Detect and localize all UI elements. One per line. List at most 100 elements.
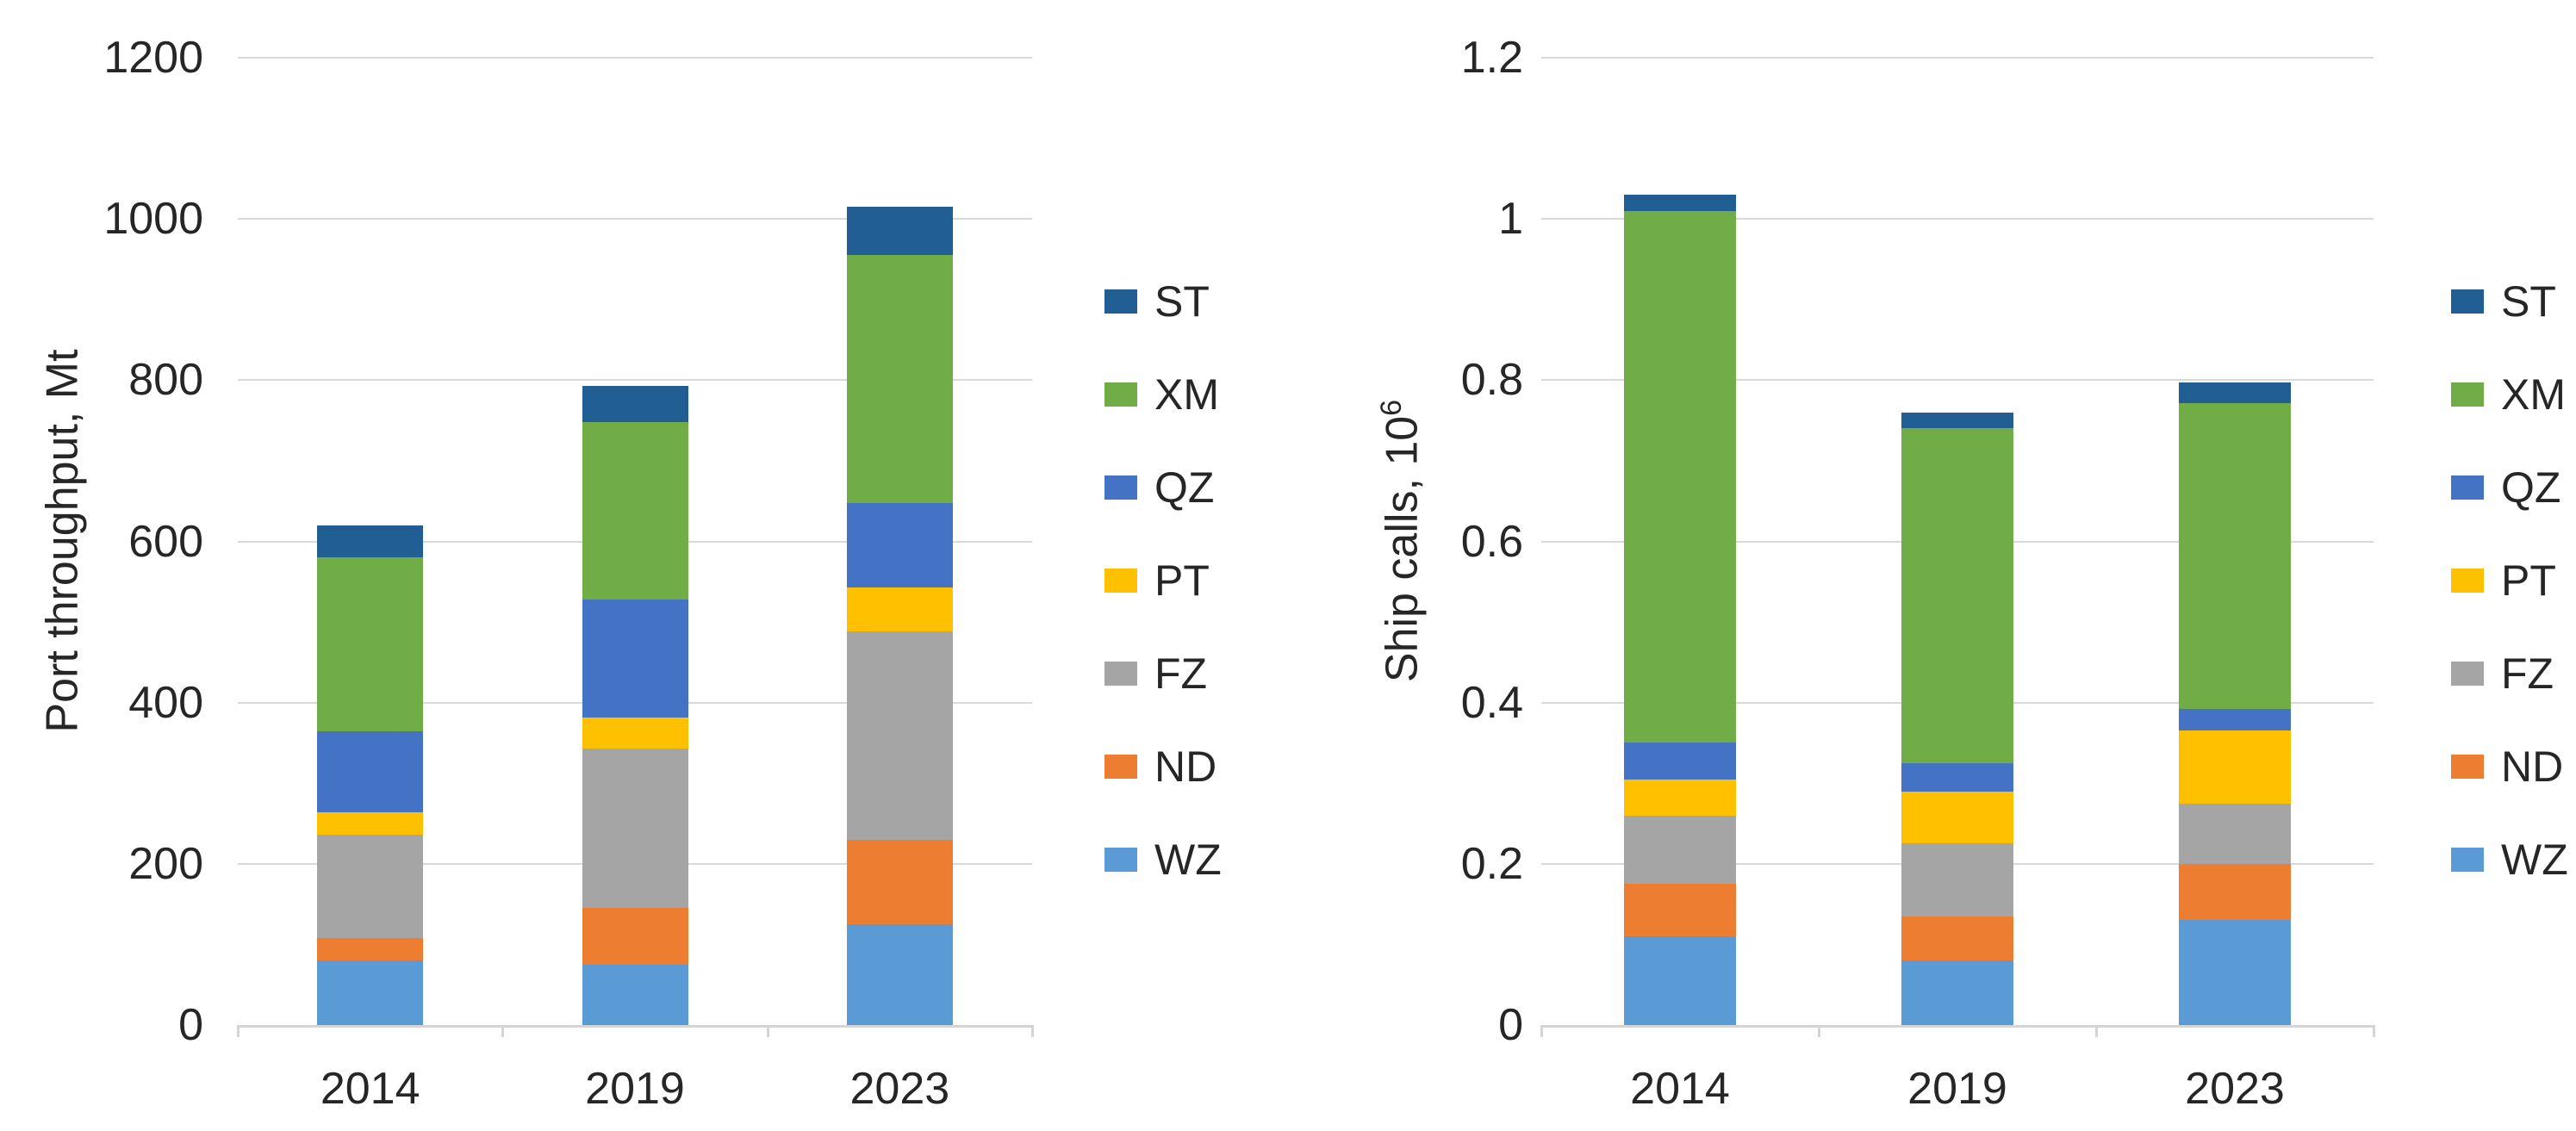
y-tick-label: 0.2 bbox=[1460, 838, 1523, 889]
bar-segment-XM-2019 bbox=[1901, 428, 2013, 763]
bar-segment-XM-2014 bbox=[317, 557, 424, 732]
bar-segment-ST-2023 bbox=[846, 207, 953, 256]
bar-segment-FZ-2014 bbox=[317, 835, 424, 938]
legend-item-ND: ND bbox=[2451, 743, 2563, 790]
legend-label-PT: PT bbox=[1154, 556, 1210, 605]
legend-swatch-WZ bbox=[1104, 848, 1137, 872]
bar-segment-ND-2019 bbox=[582, 908, 688, 965]
bar-segment-XM-2023 bbox=[2179, 402, 2291, 710]
legend-swatch-QZ bbox=[2451, 475, 2484, 500]
legend-swatch-ST bbox=[2451, 289, 2484, 314]
legend-swatch-FZ bbox=[1104, 662, 1137, 686]
x-category-label-2023: 2023 bbox=[849, 1064, 950, 1114]
x-axis-tick bbox=[2095, 1025, 2098, 1037]
legend-label-QZ: QZ bbox=[1154, 463, 1215, 512]
bar-segment-WZ-2019 bbox=[582, 964, 688, 1025]
legend-label-WZ: WZ bbox=[2501, 836, 2568, 884]
legend-item-XM: XM bbox=[2451, 371, 2566, 418]
bar-segment-QZ-2023 bbox=[2179, 709, 2291, 731]
bar-segment-FZ-2023 bbox=[2179, 803, 2291, 864]
y-tick-label: 0 bbox=[178, 1000, 203, 1050]
bar-segment-ND-2019 bbox=[1901, 916, 2013, 961]
gridline bbox=[1541, 379, 2374, 382]
bar-segment-PT-2014 bbox=[317, 811, 424, 836]
x-axis-line bbox=[1541, 1025, 2374, 1028]
legend-swatch-PT bbox=[1104, 569, 1137, 593]
bar-segment-PT-2023 bbox=[846, 587, 953, 632]
legend-swatch-ND bbox=[1104, 755, 1137, 779]
y-tick-label: 1200 bbox=[103, 33, 203, 83]
legend-label-ND: ND bbox=[2501, 743, 2564, 791]
x-axis-tick bbox=[1540, 1025, 1543, 1037]
bar-segment-FZ-2023 bbox=[846, 631, 953, 840]
bar-segment-ND-2023 bbox=[2179, 863, 2291, 921]
x-axis-tick bbox=[501, 1025, 505, 1037]
bar-segment-WZ-2023 bbox=[846, 924, 953, 1025]
bar-segment-ST-2019 bbox=[1901, 412, 2013, 429]
bar-segment-XM-2023 bbox=[846, 255, 953, 503]
legend-item-QZ: QZ bbox=[2451, 464, 2560, 511]
x-axis-tick bbox=[2373, 1025, 2375, 1037]
gridline bbox=[1541, 218, 2374, 221]
y-tick-label: 200 bbox=[128, 838, 203, 889]
x-category-label-2014: 2014 bbox=[320, 1064, 420, 1114]
legend-swatch-ND bbox=[2451, 755, 2484, 779]
x-axis-tick bbox=[237, 1025, 240, 1037]
x-axis-tick bbox=[1818, 1025, 1820, 1037]
bar-segment-WZ-2019 bbox=[1901, 960, 2013, 1025]
bar-segment-QZ-2014 bbox=[1624, 743, 1736, 780]
legend-item-QZ: QZ bbox=[1104, 464, 1214, 511]
bar-segment-ND-2014 bbox=[1624, 884, 1736, 937]
bar-segment-PT-2023 bbox=[2179, 730, 2291, 804]
x-category-label-2023: 2023 bbox=[2185, 1064, 2285, 1114]
legend-item-PT: PT bbox=[1104, 557, 1210, 604]
gridline bbox=[1541, 57, 2374, 59]
bar-segment-FZ-2019 bbox=[1901, 843, 2013, 917]
bar-segment-ST-2014 bbox=[317, 525, 424, 558]
legend-label-XM: XM bbox=[1154, 370, 1219, 419]
x-axis-tick bbox=[1031, 1025, 1034, 1037]
gridline bbox=[238, 379, 1032, 382]
x-category-label-2019: 2019 bbox=[1907, 1064, 2007, 1114]
bar-segment-ST-2023 bbox=[2179, 382, 2291, 403]
bar-segment-QZ-2014 bbox=[317, 731, 424, 812]
bar-segment-QZ-2019 bbox=[582, 599, 688, 718]
y-tick-label: 1 bbox=[1498, 194, 1523, 245]
x-axis-line bbox=[238, 1025, 1032, 1028]
bar-segment-XM-2019 bbox=[582, 421, 688, 600]
legend-label-PT: PT bbox=[2501, 556, 2556, 605]
legend-label-ND: ND bbox=[1154, 743, 1217, 791]
legend-label-QZ: QZ bbox=[2501, 463, 2561, 512]
bar-segment-FZ-2019 bbox=[582, 749, 688, 909]
legend-swatch-ST bbox=[1104, 289, 1137, 314]
legend-label-ST: ST bbox=[1154, 277, 1210, 326]
legend-swatch-WZ bbox=[2451, 848, 2484, 872]
bar-segment-ND-2014 bbox=[317, 937, 424, 961]
bar-segment-XM-2014 bbox=[1624, 210, 1736, 743]
legend-swatch-XM bbox=[1104, 382, 1137, 407]
y-tick-label: 600 bbox=[128, 516, 203, 567]
x-category-label-2014: 2014 bbox=[1630, 1064, 1730, 1114]
y-tick-label: 400 bbox=[128, 677, 203, 728]
bar-segment-WZ-2023 bbox=[2179, 920, 2291, 1025]
y-tick-label: 1000 bbox=[103, 194, 203, 245]
legend-label-FZ: FZ bbox=[2501, 649, 2554, 698]
bar-segment-WZ-2014 bbox=[317, 960, 424, 1025]
legend-item-PT: PT bbox=[2451, 557, 2556, 604]
y-tick-label: 0 bbox=[1498, 1000, 1523, 1050]
y-tick-label: 1.2 bbox=[1460, 33, 1523, 83]
legend-item-FZ: FZ bbox=[2451, 650, 2554, 697]
gridline bbox=[238, 218, 1032, 221]
legend-swatch-XM bbox=[2451, 382, 2484, 407]
legend-item-ND: ND bbox=[1104, 743, 1216, 790]
y-tick-label: 0.4 bbox=[1460, 677, 1523, 728]
legend-item-WZ: WZ bbox=[1104, 836, 1222, 883]
legend-item-FZ: FZ bbox=[1104, 650, 1207, 697]
bar-segment-QZ-2023 bbox=[846, 502, 953, 587]
legend-item-ST: ST bbox=[2451, 278, 2556, 325]
y-tick-label: 0.6 bbox=[1460, 516, 1523, 567]
bar-segment-FZ-2014 bbox=[1624, 815, 1736, 885]
bar-segment-ND-2023 bbox=[846, 839, 953, 924]
x-axis-tick bbox=[766, 1025, 769, 1037]
